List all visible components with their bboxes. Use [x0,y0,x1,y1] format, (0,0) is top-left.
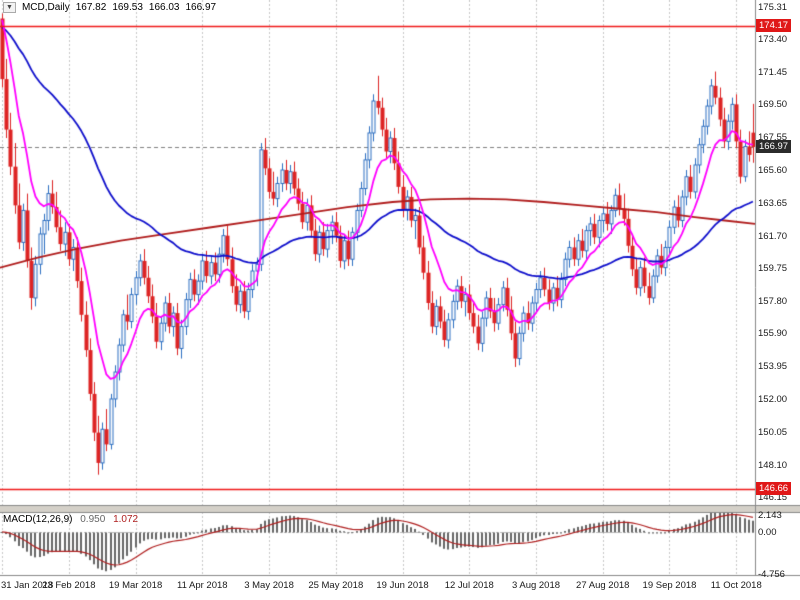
date-label: 11 Oct 2018 [710,580,762,591]
price-tick-label: 148.10 [758,459,788,471]
date-label: 11 Apr 2018 [177,580,228,591]
macd-header: MACD(12,26,9) 0.950 1.072 [3,514,138,525]
date-label: 3 Aug 2018 [511,580,561,591]
macd-tick-label: -4.756 [758,569,785,580]
price-tick-label: 167.55 [758,132,788,144]
support-price-tag: 146.66 [756,481,792,495]
macd-main-value: 0.950 [80,514,106,525]
date-label: 25 May 2018 [308,580,364,591]
macd-title: MACD(12,26,9) [3,514,73,525]
date-label: 19 Jun 2018 [376,580,429,591]
price-tick-label: 169.50 [758,99,788,111]
price-tick-label: 157.80 [758,296,788,308]
macd-tick-label: 0.00 [758,526,777,538]
resistance-price-tag: 174.17 [756,18,792,32]
price-tick-label: 163.65 [758,197,788,209]
ohlc-open-value: 167.82 [75,2,107,13]
ohlc-close-value: 166.97 [185,2,217,13]
date-label: 19 Mar 2018 [108,580,163,591]
price-tick-label: 161.70 [758,230,788,242]
symbol-period-label: MCD,Daily [21,2,70,13]
date-label: 3 May 2018 [244,580,294,591]
price-tick-label: 153.95 [758,361,788,373]
macd-tick-label: 2.143 [758,510,782,521]
date-label: 31 Jan 2018 [1,580,54,591]
price-tick-label: 173.40 [758,33,788,45]
price-tick-label: 171.45 [758,66,788,78]
chart-header: ▼ MCD,Daily 167.82 169.53 166.03 166.97 [3,2,216,13]
date-label: 19 Sep 2018 [642,580,697,591]
macd-signal-value: 1.072 [113,514,139,525]
ohlc-high-value: 169.53 [112,2,143,13]
date-label: 23 Feb 2018 [42,580,96,591]
current-price-tag: 166.97 [756,139,792,153]
price-tick-label: 152.00 [758,393,788,405]
price-tick-label: 155.90 [758,328,788,340]
price-tick-label: 146.15 [758,492,788,504]
price-tick-label: 165.60 [758,165,788,177]
symbol-dropdown-button[interactable]: ▼ [3,2,16,13]
price-tick-label: 159.75 [758,263,788,275]
price-tick-label: 150.05 [758,426,788,438]
date-label: 12 Jul 2018 [444,580,494,591]
date-label: 27 Aug 2018 [576,580,630,591]
price-tick-label: 175.31 [758,1,788,13]
ohlc-low-value: 166.03 [148,2,180,13]
